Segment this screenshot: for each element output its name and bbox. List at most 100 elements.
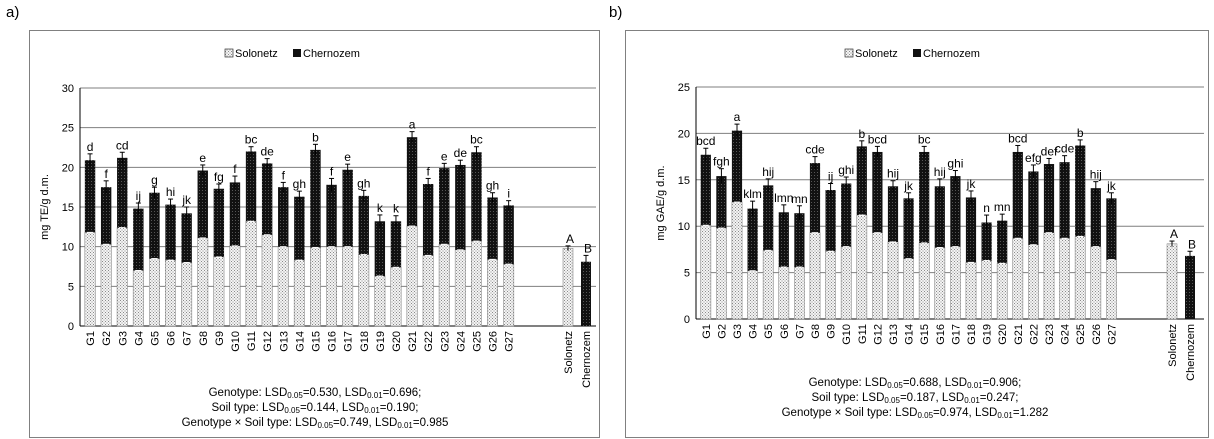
x-tick-label-G10: G10: [841, 324, 853, 345]
significance-letter-G1: bcd: [696, 134, 715, 148]
bar-solonetz-G25: [1074, 236, 1086, 320]
bar-solonetz-G24: [1059, 238, 1070, 320]
x-tick-label-G2: G2: [101, 331, 113, 346]
bar-solonetz-G6: [778, 266, 790, 320]
legend-swatch-chernozem: [913, 49, 921, 57]
legend-label-solonetz: Solonetz: [855, 48, 898, 60]
bar-solonetz-G15: [918, 242, 930, 320]
significance-letter-G20: mn: [994, 200, 1011, 214]
x-tick-label-G18: G18: [966, 324, 978, 345]
x-tick-label-G8: G8: [198, 331, 210, 346]
legend: Solonetz Chernozem: [224, 48, 360, 60]
bar-solonetz-G12: [261, 234, 273, 327]
bar-solonetz-G2: [100, 244, 112, 327]
significance-letter-G15: b: [312, 130, 319, 144]
bar-solonetz-G18: [965, 262, 977, 320]
bar-chernozem-G14: [903, 198, 914, 259]
bar-chernozem-G3: [117, 157, 128, 228]
bar-chernozem-G21: [406, 137, 418, 227]
x-tick-label-G16: G16: [935, 324, 947, 345]
bar-chernozem-G26: [1090, 188, 1101, 247]
significance-letter-G22: efg: [1025, 151, 1042, 165]
bar-chernozem-G26: [487, 197, 498, 260]
x-tick-label-G12: G12: [872, 324, 884, 345]
y-tick-label: 30: [62, 83, 74, 95]
y-tick-label: 0: [68, 321, 74, 333]
lsd-interaction-b: Genotype × Soil type: LSD0.05=0.974, LSD…: [781, 407, 1049, 420]
summary-bar-chernozem: [1185, 255, 1195, 319]
bar-chernozem-G7: [181, 213, 192, 263]
bar-solonetz-G16: [934, 247, 946, 320]
x-tick-label-G23: G23: [439, 331, 451, 352]
significance-letter-G25: bc: [470, 133, 483, 147]
legend-swatch-solonetz: [844, 48, 854, 58]
significance-letter-G22: f: [426, 164, 430, 178]
significance-letter-G20: k: [393, 202, 400, 216]
x-tick-label-G16: G16: [327, 331, 339, 352]
bar-solonetz-G5: [149, 258, 160, 327]
y-tick-label: 10: [678, 221, 690, 233]
summary-x-label-chernozem: Chernozem: [581, 331, 593, 388]
significance-letter-G2: fgh: [713, 155, 730, 169]
significance-letter-G7: mn: [791, 192, 808, 206]
x-tick-label-G8: G8: [810, 324, 822, 339]
significance-letter-G16: hij: [934, 165, 946, 179]
bar-solonetz-G7: [181, 262, 193, 327]
bar-chernozem-G25: [1075, 145, 1086, 237]
significance-letter-G8: cde: [805, 143, 825, 157]
summary-letter-solonetz: A: [566, 232, 574, 246]
bar-chernozem-G17: [342, 169, 353, 247]
x-tick-label-G1: G1: [85, 331, 97, 346]
x-tick-label-G17: G17: [950, 324, 962, 345]
bar-chernozem-G22: [422, 183, 434, 256]
bar-solonetz-G23: [438, 244, 450, 327]
bar-solonetz-G9: [213, 256, 225, 327]
significance-letter-G4: ij: [136, 189, 141, 203]
significance-letter-G24: cde: [1055, 142, 1075, 156]
bar-solonetz-G5: [762, 250, 774, 320]
x-tick-label-G6: G6: [166, 331, 178, 346]
significance-letter-G16: f: [330, 164, 334, 178]
significance-letter-G13: f: [282, 168, 286, 182]
significance-letter-G27: i: [507, 187, 510, 201]
y-axis-label: mg TE/g d.m.: [39, 174, 51, 240]
x-tick-label-G5: G5: [149, 331, 161, 346]
bar-solonetz-G1: [84, 232, 96, 327]
significance-letter-G3: a: [734, 110, 741, 124]
bar-chernozem-G25: [471, 152, 482, 242]
x-tick-label-G7: G7: [794, 324, 806, 339]
bar-chernozem-G4: [133, 208, 144, 271]
bar-chernozem-G23: [439, 168, 450, 245]
chart-a: 0 5 10 15 20 25 30 mg TE/g d.m. Solonetz Chernoze…: [39, 48, 596, 388]
bar-solonetz-G10: [229, 245, 241, 327]
legend: Solonetz Chernozem: [844, 48, 980, 60]
y-tick-label: 15: [678, 175, 690, 187]
significance-letter-G2: f: [104, 167, 108, 181]
lsd-genotype-a: Genotype: LSD0.05=0.530, LSD0.01=0.696;: [208, 387, 422, 400]
y-tick-label: 0: [684, 314, 690, 326]
lsd-genotype-b: Genotype: LSD0.05=0.688, LSD0.01=0.906;: [808, 377, 1022, 390]
bar-solonetz-G17: [950, 246, 961, 320]
bar-solonetz-G12: [872, 232, 883, 320]
bar-solonetz-G17: [342, 246, 354, 327]
bar-chernozem-G6: [165, 204, 176, 261]
x-tick-label-G14: G14: [904, 324, 916, 345]
bar-chernozem-G9: [825, 190, 836, 252]
bar-chernozem-G9: [213, 188, 225, 257]
significance-letter-G12: bcd: [868, 132, 887, 146]
significance-letter-G25: b: [1077, 126, 1084, 140]
legend-label-solonetz: Solonetz: [235, 48, 278, 60]
bar-chernozem-G12: [261, 163, 273, 235]
bar-solonetz-G3: [731, 201, 743, 320]
summary-letter-chernozem: B: [1188, 237, 1196, 251]
x-tick-label-G13: G13: [888, 324, 900, 345]
x-tick-label-G25: G25: [471, 331, 483, 352]
x-tick-label-G20: G20: [391, 331, 403, 352]
bar-solonetz-G27: [1106, 259, 1117, 320]
bar-solonetz-G18: [358, 254, 370, 327]
significance-letter-G6: hi: [166, 185, 175, 199]
bar-solonetz-G4: [747, 270, 758, 320]
significance-letter-G12: de: [260, 145, 274, 159]
x-tick-label-G1: G1: [701, 324, 713, 339]
bar-solonetz-G2: [716, 227, 727, 320]
